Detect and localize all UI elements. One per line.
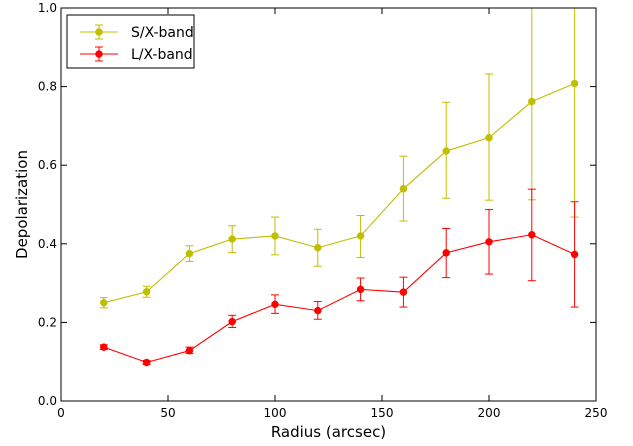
y-tick-label: 0.6 xyxy=(38,158,57,172)
legend: S/X-band L/X-band xyxy=(66,14,195,69)
data-point xyxy=(356,232,365,240)
data-point xyxy=(142,287,151,296)
x-axis-label: Radius (arcsec) xyxy=(271,423,386,441)
legend-marker xyxy=(95,50,103,58)
data-point xyxy=(442,249,450,257)
series-line-l-x-band xyxy=(103,234,575,364)
data-point xyxy=(314,306,322,315)
series-l-x-band xyxy=(99,188,579,367)
data-point xyxy=(399,288,408,296)
legend-marker xyxy=(95,28,103,36)
data-point xyxy=(399,185,408,193)
data-point xyxy=(185,346,194,355)
data-point xyxy=(271,300,279,309)
data-point xyxy=(485,133,493,142)
plot-frame xyxy=(60,7,597,402)
y-tick-label: 0.8 xyxy=(38,80,57,94)
y-tick-label: 0.2 xyxy=(38,315,57,329)
data-point xyxy=(100,343,108,351)
data-point xyxy=(528,97,536,106)
legend-entry-l-x-band: L/X-band xyxy=(80,46,193,63)
x-tick-label: 250 xyxy=(585,406,608,420)
legend-box xyxy=(66,14,195,69)
series-layer xyxy=(99,8,579,367)
data-point xyxy=(485,238,493,246)
y-tick-label: 0.4 xyxy=(38,237,57,251)
data-point xyxy=(314,243,322,252)
series-line-s-x-band xyxy=(103,82,575,304)
legend-glyph-s-x-band xyxy=(80,24,118,40)
data-point xyxy=(228,317,236,326)
series-s-x-band xyxy=(99,8,579,309)
y-tick-label: 1.0 xyxy=(38,1,57,15)
data-point xyxy=(356,285,365,294)
x-tick-label: 50 xyxy=(160,406,175,420)
data-point xyxy=(442,147,450,155)
data-point xyxy=(100,299,108,307)
x-tick-label: 200 xyxy=(478,406,501,420)
data-point xyxy=(228,235,236,243)
x-tick-label: 150 xyxy=(371,406,394,420)
data-point xyxy=(570,79,579,88)
legend-glyph-l-x-band xyxy=(80,46,118,62)
legend-entry-s-x-band: S/X-band xyxy=(80,24,194,41)
data-point xyxy=(570,250,579,259)
data-point xyxy=(185,249,194,258)
data-point xyxy=(271,232,279,240)
y-tick-label: 0.0 xyxy=(38,394,57,408)
y-axis-label: Depolarization xyxy=(13,150,31,259)
legend-label-s-x-band: S/X-band xyxy=(131,25,194,41)
x-tick-label: 100 xyxy=(264,406,287,420)
data-point xyxy=(142,358,151,367)
x-tick-label: 0 xyxy=(57,406,65,420)
data-point xyxy=(528,231,536,239)
legend-label-l-x-band: L/X-band xyxy=(131,47,193,63)
axis-ticks: 0 50 100 150 200 250 0.0 0.2 0.4 0.6 0.8 1.0 xyxy=(38,1,608,420)
